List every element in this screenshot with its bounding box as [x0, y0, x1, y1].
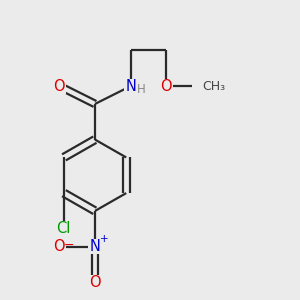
Text: O: O	[89, 275, 101, 290]
Bar	[53, 221, 74, 236]
Bar	[88, 275, 102, 290]
Text: H: H	[136, 82, 146, 96]
Text: CH₃: CH₃	[202, 80, 225, 93]
Text: −: −	[64, 238, 74, 252]
Bar	[160, 79, 173, 94]
Bar	[124, 79, 137, 94]
Text: Cl: Cl	[57, 221, 71, 236]
Bar	[53, 239, 66, 254]
Text: +: +	[100, 234, 108, 244]
Text: O: O	[160, 79, 172, 94]
Text: N: N	[90, 239, 101, 254]
Bar	[53, 79, 66, 94]
Text: O: O	[53, 79, 65, 94]
Text: O: O	[53, 239, 65, 254]
Bar	[192, 79, 212, 94]
Text: N: N	[125, 79, 136, 94]
Bar	[88, 239, 102, 254]
